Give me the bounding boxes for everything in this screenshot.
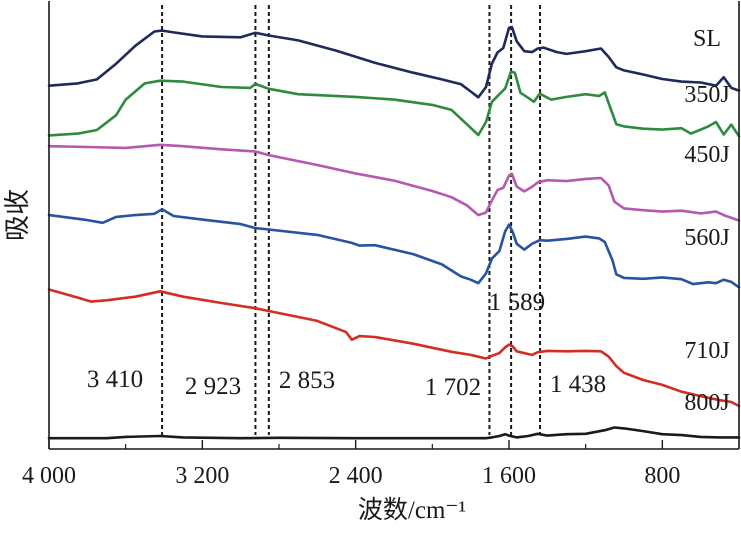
wavenumber-annotation-1702: 1 702 bbox=[425, 374, 481, 401]
x-tick-label: 800 bbox=[644, 463, 680, 489]
wavenumber-annotation-1438: 1 438 bbox=[550, 371, 606, 398]
series-label-350J: 350J bbox=[684, 82, 729, 108]
wavenumber-annotation-3410: 3 410 bbox=[87, 366, 143, 393]
x-tick-label: 3 200 bbox=[175, 463, 229, 489]
series-label-560J: 560J bbox=[684, 225, 729, 251]
wavenumber-annotation-1589: 1 589 bbox=[489, 289, 545, 316]
text-labels: SL 350J 450J 560J 710J 800J 3 410 2 923 2 853 1 7… bbox=[87, 26, 730, 416]
y-axis-label: 吸收 bbox=[3, 189, 33, 241]
series-line-450J bbox=[47, 143, 741, 222]
series-label-800J: 800J bbox=[684, 390, 729, 416]
reference-lines bbox=[161, 5, 542, 435]
x-tick-label: 4 000 bbox=[22, 463, 76, 489]
series-label-710J: 710J bbox=[684, 338, 729, 364]
wavenumber-annotation-2923: 2 923 bbox=[185, 373, 241, 400]
series-line-800J bbox=[47, 426, 741, 440]
spectra-series bbox=[47, 25, 741, 440]
x-tick-label: 1 600 bbox=[482, 463, 536, 489]
series-label-SL: SL bbox=[693, 26, 721, 52]
series-line-710J bbox=[47, 288, 741, 408]
plot-frame bbox=[48, 1, 740, 450]
series-label-450J: 450J bbox=[684, 142, 729, 168]
series-line-350J bbox=[47, 70, 741, 138]
wavenumber-annotation-2853: 2 853 bbox=[279, 367, 335, 394]
x-axis-ticks: 4 000 3 200 2 400 1 600 800 bbox=[22, 440, 680, 489]
x-axis-label: 波数/cm⁻¹ bbox=[358, 496, 466, 524]
series-line-SL bbox=[47, 25, 741, 99]
x-tick-label: 2 400 bbox=[329, 463, 383, 489]
series-line-560J bbox=[47, 208, 741, 289]
